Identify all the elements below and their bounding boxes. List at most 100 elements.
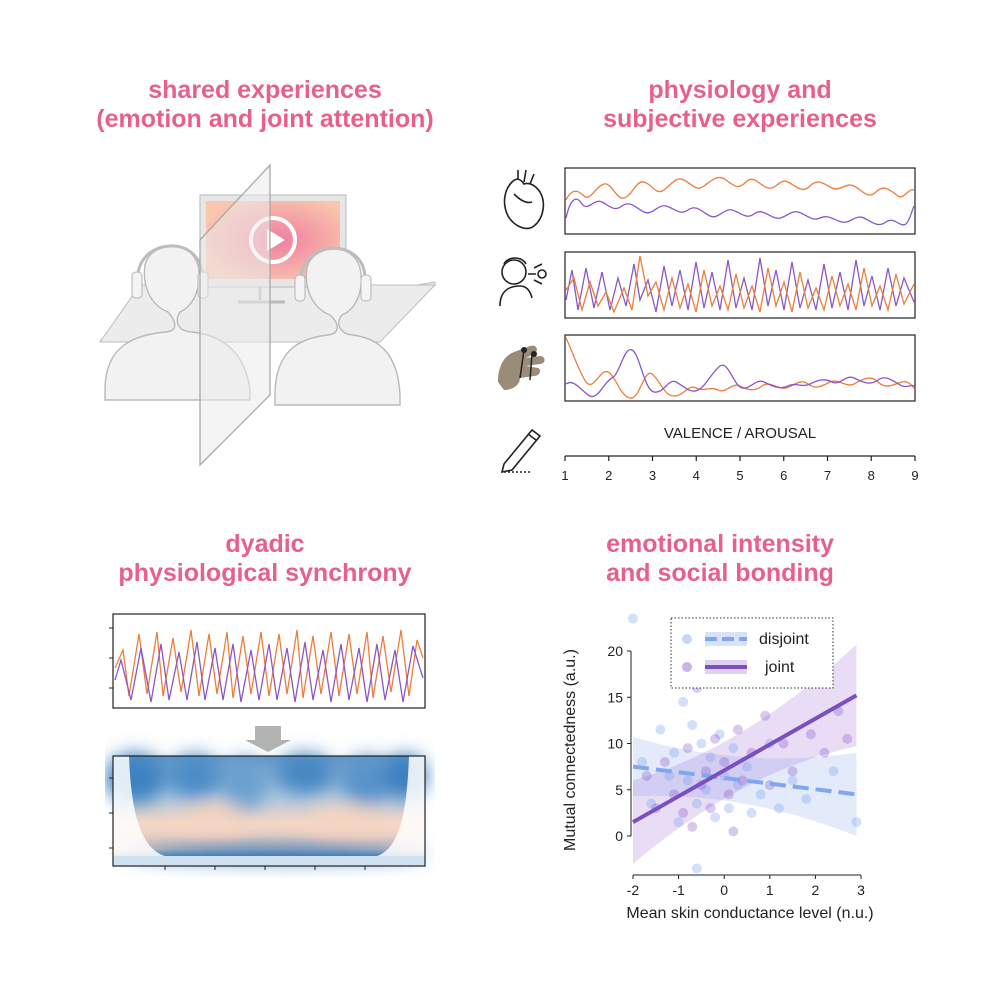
glass-divider — [199, 163, 271, 467]
respiration-signal-orange — [565, 255, 915, 314]
title-emotional-intensity: emotional intensity and social bonding — [480, 530, 960, 588]
x-tick-label: 2 — [812, 882, 820, 898]
disjoint-point — [628, 613, 638, 624]
title-line-1: physiology and — [648, 76, 832, 104]
disjoint-fit-line — [632, 764, 857, 797]
chart-legend: disjoint joint — [670, 617, 834, 689]
title-line-2: and social bonding — [606, 559, 834, 587]
title-shared-experiences: shared experiences (emotion and joint at… — [20, 76, 510, 134]
disjoint-point — [678, 696, 689, 707]
rating-tick-label: 4 — [693, 468, 700, 483]
rating-tick-label: 3 — [649, 468, 656, 483]
disjoint-point — [669, 747, 680, 758]
y-tick-label: 10 — [607, 736, 623, 752]
heart-signal-purple — [565, 198, 915, 226]
rating-tick-label: 2 — [605, 468, 612, 483]
x-tick-label: 1 — [766, 882, 774, 898]
joint-point — [641, 770, 652, 781]
y-tick-label: 20 — [607, 643, 623, 659]
rating-scale-ticks: 1 2 3 4 5 6 7 8 9 — [561, 456, 919, 483]
title-line-2: subjective experiences — [603, 105, 877, 133]
x-tick-label: 0 — [720, 882, 728, 898]
title-line-1: shared experiences — [148, 76, 382, 104]
skin-conductance-signal-box — [564, 334, 916, 402]
disjoint-point — [723, 803, 734, 814]
joint-point — [842, 733, 853, 744]
joint-point — [687, 821, 698, 832]
disjoint-point — [714, 729, 725, 740]
y-tick-label: 0 — [615, 828, 623, 844]
joint-point — [728, 826, 739, 837]
headphones-icon — [294, 246, 372, 302]
disjoint-point — [655, 724, 666, 735]
disjoint-confidence-band — [633, 737, 857, 836]
y-tick-label: 5 — [615, 782, 623, 798]
rating-scale-label: VALENCE / AROUSAL — [664, 425, 816, 442]
respiration-signal-box — [564, 251, 916, 319]
dyadic-signal-purple — [114, 641, 424, 703]
disjoint-point — [773, 803, 784, 814]
x-axis-label: Mean skin conductance level (n.u.) — [626, 905, 873, 922]
dyadic-signal-orange — [114, 629, 424, 699]
x-tick-label: 3 — [857, 882, 865, 898]
disjoint-point — [732, 780, 743, 791]
connectedness-scatter-chart: 0 5 10 15 20 -2 -1 0 1 2 3 disjoint joint Mutual c… — [562, 613, 874, 922]
legend-joint-label: joint — [764, 659, 795, 676]
disjoint-point — [746, 807, 757, 818]
rating-tick-label: 8 — [868, 468, 875, 483]
disjoint-point — [728, 743, 739, 754]
disjoint-point — [673, 817, 684, 828]
disjoint-point — [646, 798, 657, 809]
disjoint-point — [828, 766, 839, 777]
pencil-icon — [500, 428, 542, 474]
legend-disjoint-marker — [682, 634, 692, 644]
joint-point — [805, 729, 816, 740]
joint-point — [705, 803, 716, 814]
heart-signal-box — [564, 167, 916, 235]
heart-signal-orange — [565, 176, 915, 201]
rating-tick-label: 9 — [911, 468, 918, 483]
joint-fit-line — [632, 693, 858, 824]
breathing-person-icon — [499, 257, 547, 307]
joint-point — [659, 757, 670, 767]
rating-tick-label: 7 — [824, 468, 831, 483]
x-tick-label: -1 — [672, 882, 685, 898]
x-tick-label: -2 — [627, 882, 640, 898]
disjoint-point — [755, 789, 766, 800]
disjoint-point — [700, 784, 711, 795]
title-physiology: physiology and subjective experiences — [500, 76, 980, 134]
down-arrow-icon — [245, 726, 291, 752]
disjoint-point — [691, 863, 702, 874]
respiration-signal-purple — [565, 257, 915, 313]
joint-point — [787, 766, 798, 777]
joint-point — [723, 789, 734, 800]
heart-icon — [503, 169, 545, 230]
title-line-2: physiological synchrony — [118, 559, 412, 587]
joint-confidence-band — [633, 644, 857, 864]
y-tick-label: 15 — [607, 689, 623, 705]
dyadic-synchrony-panel — [105, 613, 427, 870]
title-dyadic: dyadic physiological synchrony — [20, 530, 510, 588]
disjoint-point — [801, 794, 812, 804]
hand-electrodes-icon — [498, 345, 545, 390]
joint-point — [732, 724, 743, 735]
disjoint-point — [687, 720, 698, 730]
skin-signal-orange — [565, 337, 915, 399]
joint-point — [682, 743, 693, 754]
legend-joint-marker — [682, 662, 692, 672]
disjoint-point — [691, 798, 702, 809]
person-right — [274, 246, 401, 406]
disjoint-point — [787, 775, 798, 786]
joint-point — [678, 807, 689, 818]
joint-point — [778, 738, 789, 749]
joint-point — [760, 710, 771, 721]
title-line-1: emotional intensity — [606, 530, 834, 558]
disjoint-point — [637, 757, 648, 767]
joint-point — [819, 747, 830, 758]
disjoint-point — [710, 812, 721, 823]
rating-tick-label: 1 — [561, 468, 568, 483]
legend-disjoint-label: disjoint — [759, 631, 809, 648]
rating-tick-label: 5 — [736, 468, 743, 483]
disjoint-point — [742, 761, 752, 772]
disjoint-point — [696, 738, 707, 749]
